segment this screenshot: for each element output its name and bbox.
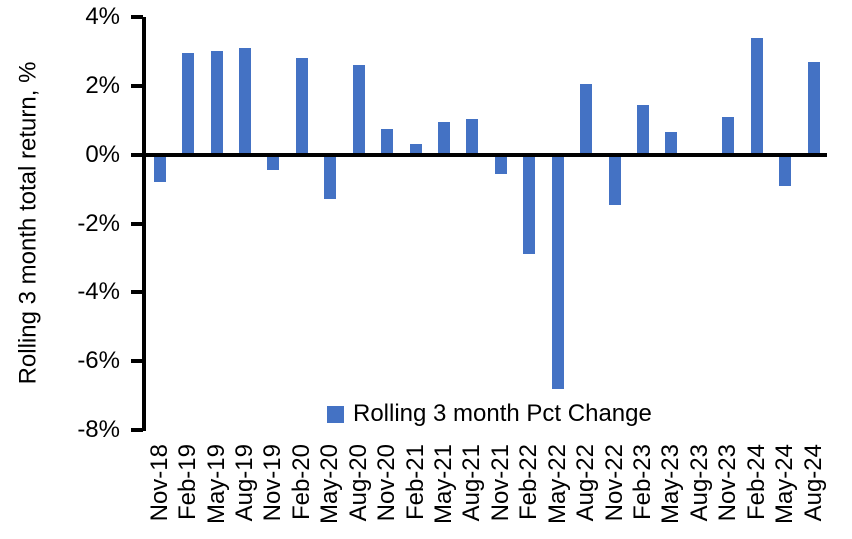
bar-Nov-23 — [722, 116, 735, 155]
bar-Nov-22 — [608, 154, 621, 205]
x-tick-label-Aug-20: Aug-20 — [344, 444, 372, 522]
bar-Nov-18 — [153, 154, 166, 183]
bar-Nov-20 — [381, 128, 394, 155]
bar-May-19 — [210, 51, 223, 155]
y-axis-line — [142, 17, 146, 431]
x-tick-label-Nov-18: Nov-18 — [145, 444, 173, 522]
y-axis-title: Rolling 3 month total return, % — [14, 61, 42, 385]
x-tick-label-Aug-19: Aug-19 — [230, 444, 258, 522]
x-tick-label-Nov-23: Nov-23 — [714, 444, 742, 522]
bar-Feb-21 — [409, 144, 422, 155]
x-tick-label-Aug-24: Aug-24 — [799, 444, 827, 522]
bar-Feb-22 — [523, 154, 536, 255]
x-tick-label-May-20: May-20 — [316, 444, 344, 525]
x-tick-label-Nov-22: Nov-22 — [600, 444, 628, 522]
x-tick-label-Aug-22: Aug-22 — [572, 444, 600, 522]
x-tick-label-May-22: May-22 — [543, 444, 571, 525]
bar-May-21 — [438, 121, 450, 155]
x-tick-label-Nov-21: Nov-21 — [486, 444, 514, 522]
y-tick-mark-4% — [131, 15, 143, 19]
x-tick-label-May-21: May-21 — [430, 444, 457, 525]
bar-Feb-20 — [295, 58, 308, 155]
x-tick-label-May-19: May-19 — [202, 444, 230, 525]
x-tick-label-May-23: May-23 — [657, 444, 685, 525]
y-tick-mark--2% — [131, 221, 143, 226]
bar-Aug-24 — [807, 61, 820, 155]
bar-Feb-19 — [182, 53, 195, 155]
x-tick-label-Feb-20: Feb-20 — [287, 444, 315, 521]
bar-May-22 — [551, 154, 564, 389]
bar-Feb-24 — [750, 37, 763, 155]
x-tick-label-Aug-23: Aug-23 — [685, 444, 713, 522]
bar-May-24 — [779, 154, 792, 186]
x-tick-label-Feb-19: Feb-19 — [174, 444, 202, 521]
bar-Aug-20 — [352, 65, 365, 155]
y-tick-label--8%: -8% — [77, 416, 120, 443]
y-tick-mark--8% — [131, 428, 143, 432]
y-tick-mark-0% — [131, 152, 143, 157]
x-tick-label-Feb-24: Feb-24 — [742, 444, 770, 521]
legend: Rolling 3 month Pct Change — [327, 401, 652, 427]
bar-Aug-22 — [580, 84, 593, 155]
bar-May-20 — [324, 154, 337, 200]
y-tick-mark-2% — [131, 83, 143, 88]
x-tick-label-Feb-23: Feb-23 — [629, 444, 656, 521]
y-tick-label--6%: -6% — [77, 347, 120, 375]
bar-Nov-21 — [494, 154, 507, 174]
legend-label: Rolling 3 month Pct Change — [353, 400, 652, 427]
x-axis-zero-line — [142, 153, 827, 157]
x-tick-label-Feb-22: Feb-22 — [515, 444, 543, 521]
y-tick-mark--4% — [131, 290, 143, 295]
x-tick-label-May-24: May-24 — [771, 444, 799, 525]
y-tick-mark--6% — [131, 359, 143, 364]
y-tick-label--2%: -2% — [77, 209, 120, 237]
bar-Feb-23 — [637, 104, 649, 155]
x-tick-label-Aug-21: Aug-21 — [458, 444, 486, 522]
bar-Aug-21 — [466, 118, 479, 155]
x-tick-label-Nov-20: Nov-20 — [373, 444, 401, 522]
bar-May-23 — [665, 132, 678, 155]
y-tick-label-2%: 2% — [85, 71, 120, 99]
x-tick-label-Feb-21: Feb-21 — [401, 444, 429, 521]
legend-color-swatch-icon — [327, 405, 344, 423]
y-tick-label-0%: 0% — [85, 140, 120, 168]
bar-Nov-19 — [267, 154, 280, 171]
y-tick-label-4%: 4% — [85, 3, 120, 30]
y-tick-label--4%: -4% — [77, 278, 120, 306]
bar-Aug-19 — [238, 47, 251, 155]
x-tick-label-Nov-19: Nov-19 — [259, 444, 287, 522]
